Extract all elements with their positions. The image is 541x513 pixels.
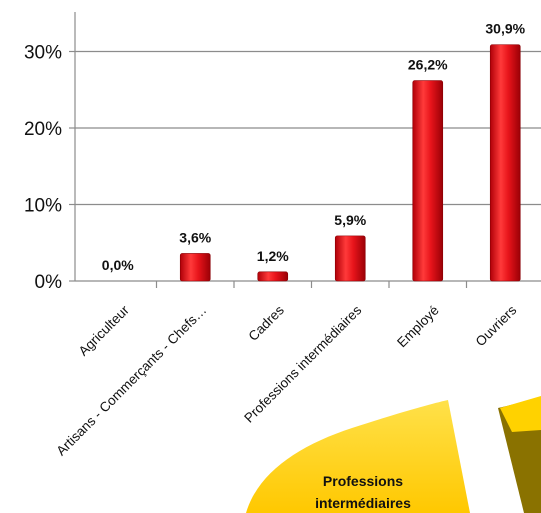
bar [489,44,521,282]
y-tick-label: 0% [35,272,63,293]
y-tick-label: 20% [24,119,62,140]
bar [412,80,444,282]
category-label: Agriculteur [76,302,133,359]
bar [334,235,366,282]
category-label: Ouvriers [473,302,520,349]
pie-slice-top [500,396,541,432]
data-label: 26,2% [408,57,448,73]
bars [179,44,521,282]
data-label: 0,0% [102,257,134,273]
pie-slice-professions [246,400,470,513]
y-tick-label: 10% [24,196,62,217]
data-label: 3,6% [179,229,211,245]
gridlines [75,50,541,206]
data-labels: 0,0% 3,6% 1,2% 5,9% 26,2% 30,9% [102,21,526,273]
category-label: Employé [394,303,442,351]
data-label: 1,2% [257,248,289,264]
category-label: Cadres [245,302,287,344]
y-axis: 0% 10% 20% 30% [24,12,541,293]
bar [179,253,211,282]
pie-label-line2: intermédiaires [315,495,411,511]
category-label: Artisans - Commerçants - Chefs… [53,303,209,459]
pie-label-line1: Professions [323,473,403,489]
y-tick-label: 30% [24,43,62,64]
data-label: 30,9% [485,21,525,37]
data-label: 5,9% [334,212,366,228]
bar [257,271,289,282]
pie-fragment: Professions intermédiaires [246,396,541,513]
